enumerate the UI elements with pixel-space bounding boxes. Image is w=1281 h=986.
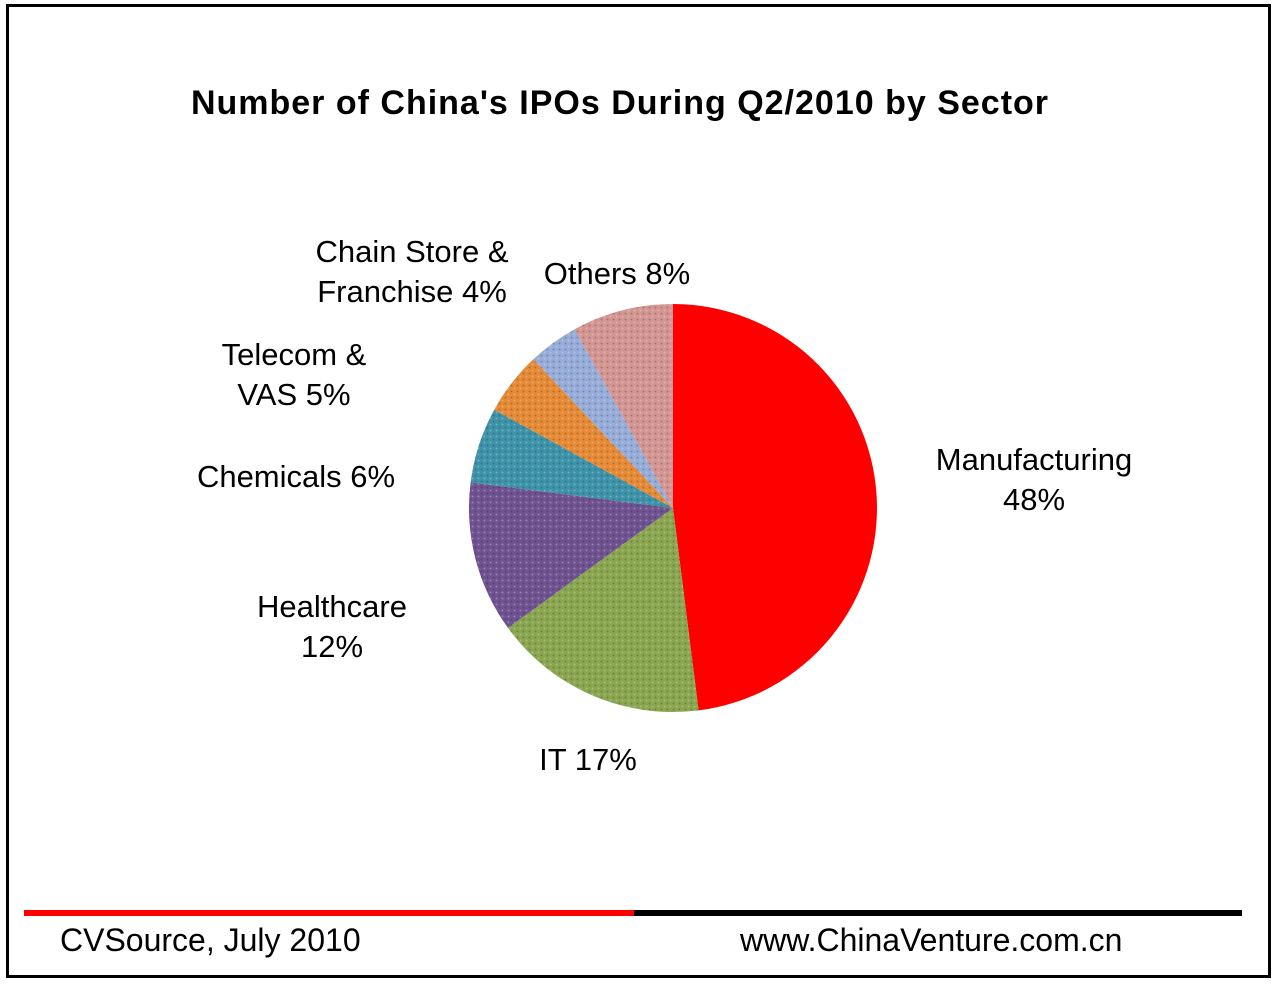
footer-rule-black (634, 910, 1242, 916)
slice-label-it: IT 17% (539, 742, 637, 777)
pie-labels: Manufacturing 48% IT 17% Healthcare 12% Chemi… (197, 234, 1132, 777)
slice-label-line: IT 17% (539, 742, 637, 777)
slice-label-line: Chain Store & (316, 234, 509, 269)
pie-slice-texture-chemicals (470, 409, 673, 508)
pie-slice-texture-it (507, 508, 699, 712)
pie-slice-manufacturing (673, 304, 877, 711)
source-note: CVSource, July 2010 (60, 922, 361, 958)
pie-slice-texture-healthcare (469, 482, 673, 628)
pie-slice-texture-telecom-vas (494, 359, 673, 508)
slice-label-healthcare: Healthcare 12% (257, 589, 407, 664)
footer-rule-red (24, 910, 634, 916)
chart-title: Number of China's IPOs During Q2/2010 by… (190, 84, 1050, 122)
slice-label-chemicals: Chemicals 6% (197, 459, 395, 494)
slice-label-line: 48% (1003, 482, 1065, 517)
slice-label-line: Franchise 4% (317, 274, 507, 309)
slice-label-line: Others 8% (544, 256, 690, 291)
slice-label-chain-store-franchise: Chain Store & Franchise 4% (316, 234, 509, 309)
slice-label-line: Manufacturing (936, 442, 1132, 477)
slice-label-line: Telecom & (222, 337, 367, 372)
slice-label-line: Healthcare (257, 589, 407, 624)
pie-slices (469, 304, 877, 712)
pie-slice-texture-others (574, 304, 673, 508)
slice-label-line: 12% (301, 629, 363, 664)
slice-label-others: Others 8% (544, 256, 690, 291)
website-link[interactable]: www.ChinaVenture.com.cn (740, 922, 1123, 958)
slice-label-line: Chemicals 6% (197, 459, 395, 494)
slice-label-line: VAS 5% (237, 377, 350, 412)
slice-label-telecom-vas: Telecom & VAS 5% (222, 337, 367, 412)
pie-slice-texture-chain-store-franchise (533, 329, 673, 508)
slice-label-manufacturing: Manufacturing 48% (936, 442, 1132, 517)
